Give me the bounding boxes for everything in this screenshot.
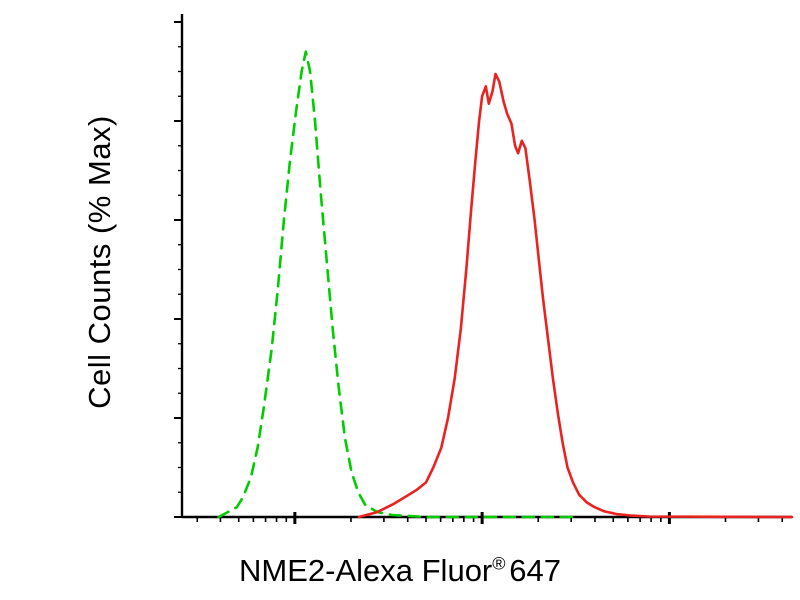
histogram-plot: 020406080100 (170, 14, 794, 527)
registered-trademark-symbol: ® (492, 553, 506, 574)
red-solid-curve (357, 72, 794, 519)
x-axis-title-suffix: 647 (509, 553, 561, 588)
y-axis-title-text: Cell Counts (% Max) (82, 115, 117, 409)
green-dashed-curve (217, 50, 574, 519)
x-axis-title: NME2-Alexa Fluor® 647 (0, 553, 800, 589)
y-axis-title: Cell Counts (% Max) (82, 115, 118, 409)
x-axis-title-text: NME2-Alexa Fluor (239, 553, 493, 588)
